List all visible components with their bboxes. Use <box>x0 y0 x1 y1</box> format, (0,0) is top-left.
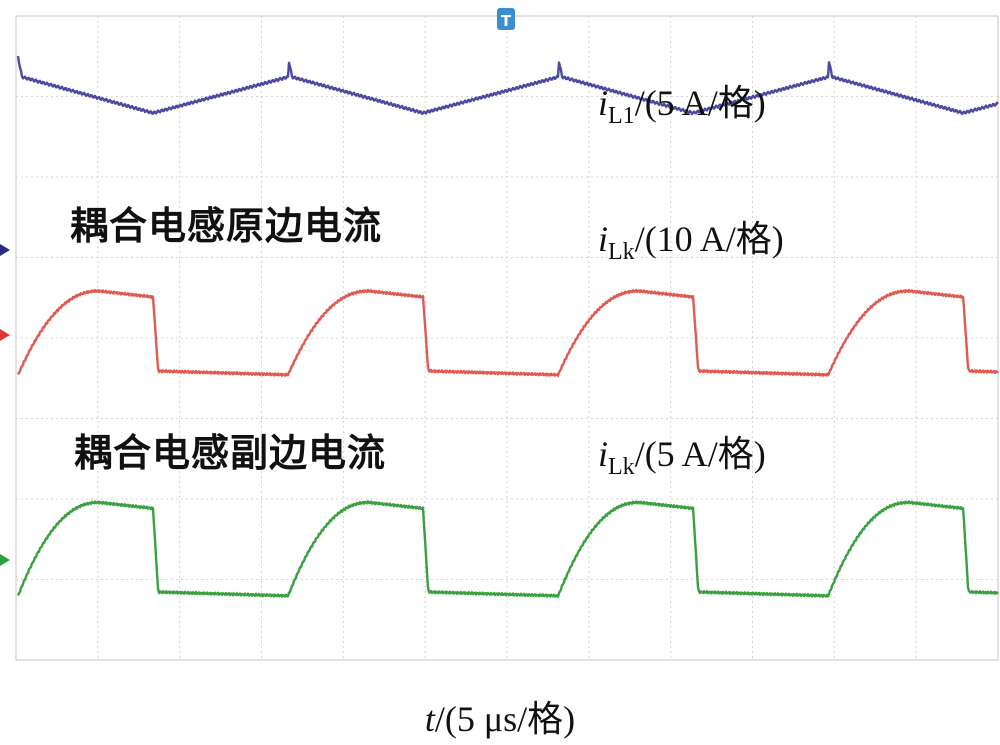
series-3-scale: /(5 A/格) <box>634 434 766 474</box>
series-3-scale-label: iLk/(5 A/格) <box>598 425 766 481</box>
series-3-var: i <box>598 434 609 474</box>
series-2-sub: Lk <box>608 239 635 265</box>
x-axis-unit: /(5 μs/格) <box>434 699 576 739</box>
series-2-caption: 耦合电感原边电流 <box>70 204 383 248</box>
channel-1-marker <box>0 244 10 256</box>
series-3-caption: 耦合电感副边电流 <box>74 431 387 475</box>
trigger-marker: T <box>497 8 515 30</box>
channel-3-marker <box>0 554 10 566</box>
series-2-scale: /(10 A/格) <box>634 219 784 259</box>
series-2-var: i <box>598 219 609 259</box>
series-1-var: i <box>598 83 609 123</box>
channel-markers <box>0 244 10 566</box>
series-1-sub: L1 <box>608 103 635 129</box>
x-axis-var: t <box>424 699 435 739</box>
series-2-line <box>16 288 999 377</box>
x-axis-label: t/(5 μs/格) <box>0 690 1000 742</box>
trigger-marker-label: T <box>501 12 512 30</box>
series-1-scale: /(5 A/格) <box>634 83 766 123</box>
grid <box>15 15 999 661</box>
traces <box>16 55 999 598</box>
series-3-sub: Lk <box>608 454 635 480</box>
series-3-line <box>16 500 999 598</box>
series-1-line <box>16 55 999 116</box>
oscilloscope-plot: T <box>0 8 999 661</box>
series-2-scale-label: iLk/(10 A/格) <box>598 210 784 266</box>
channel-2-marker <box>0 329 10 341</box>
series-1-scale-label: iL1/(5 A/格) <box>598 74 766 130</box>
trigger-marker-box <box>497 8 515 30</box>
